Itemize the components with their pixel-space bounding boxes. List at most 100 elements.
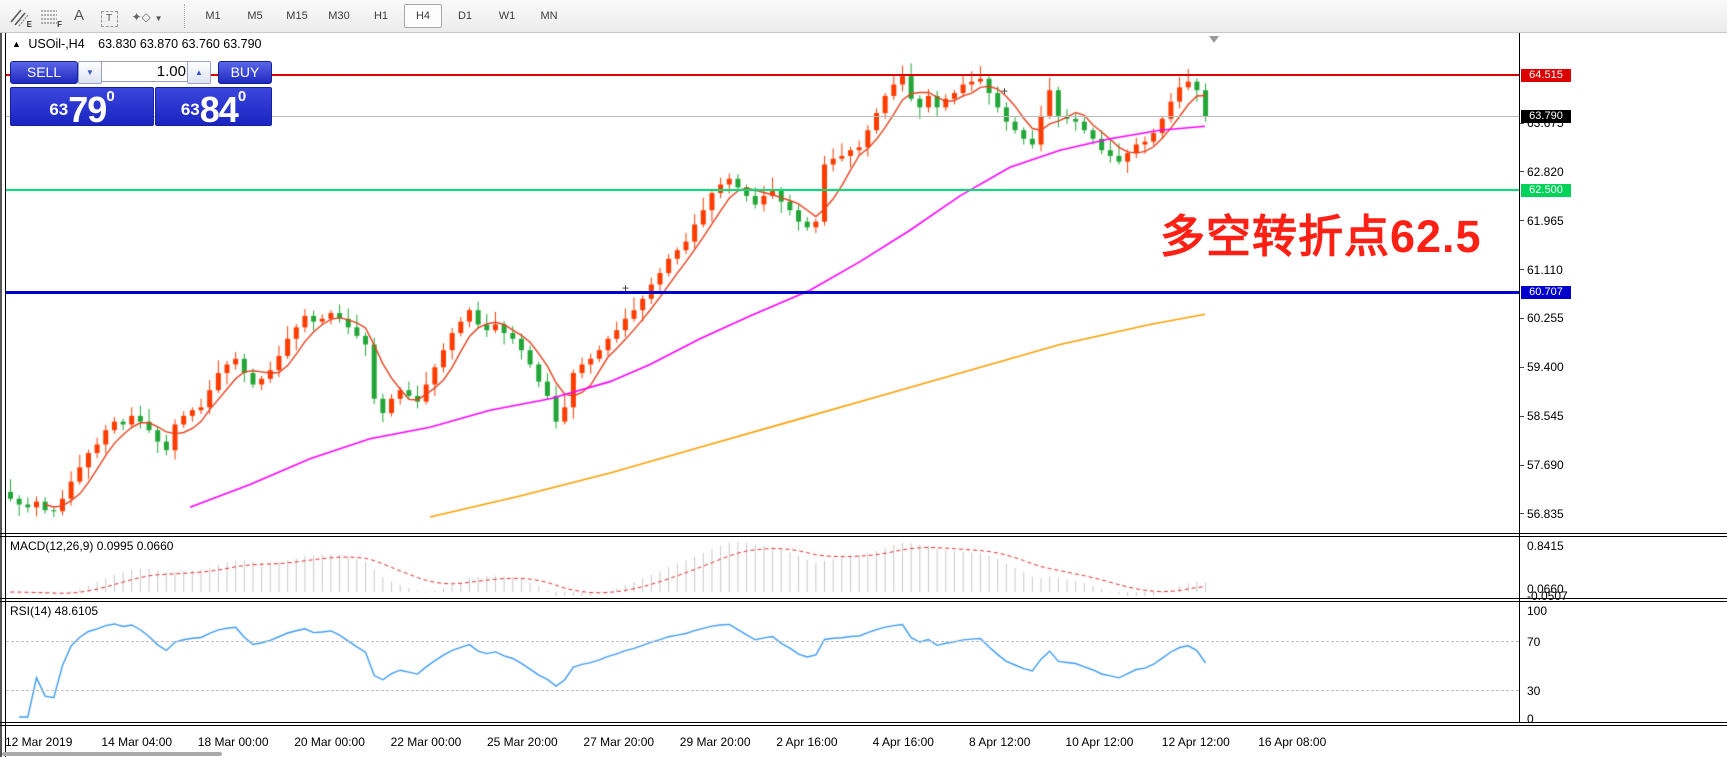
macd-axis-label: 0.8415 xyxy=(1527,539,1564,554)
tool-tag-f: F xyxy=(57,20,62,29)
price-tick-mark xyxy=(1520,366,1524,368)
price-tick-label: 56.835 xyxy=(1527,506,1564,521)
price-tick-label: 60.255 xyxy=(1527,311,1564,326)
arrows-icon[interactable]: ✦◇ ▼ xyxy=(128,4,166,28)
buy-button[interactable]: BUY xyxy=(218,61,272,84)
timeframe-h1[interactable]: H1 xyxy=(373,10,389,22)
sell-price-pip: 0 xyxy=(106,88,115,105)
rsi-axis-label: 70 xyxy=(1527,635,1541,649)
sell-price-big: 79 xyxy=(68,89,107,130)
window-left-edge xyxy=(0,33,2,757)
tool-tag-e: E xyxy=(26,20,32,29)
price-tick-label: 61.965 xyxy=(1527,213,1564,228)
panel-separator xyxy=(0,725,1727,726)
time-tick-label: 18 Mar 00:00 xyxy=(197,735,269,749)
toolbar-separator xyxy=(184,4,185,28)
volume-input[interactable] xyxy=(101,61,193,82)
cross-marker-icon: + xyxy=(622,281,630,295)
macd-canvas xyxy=(6,538,1519,597)
sell-button[interactable]: SELL xyxy=(10,61,78,84)
horizontal-scrollbar-thumb[interactable] xyxy=(2,752,222,756)
timeframe-h4[interactable]: H4 xyxy=(404,4,442,28)
rsi-axis-label: 0 xyxy=(1527,712,1534,726)
macd-axis-label: 0.0660 xyxy=(1527,582,1564,597)
equidistant-channel-icon[interactable]: E xyxy=(6,4,32,29)
timeframe-w1[interactable]: W1 xyxy=(498,10,516,22)
text-label-glyph: T xyxy=(100,11,118,27)
price-tick-mark xyxy=(1520,269,1524,271)
cross-marker-icon: + xyxy=(1001,84,1009,98)
price-tick-mark xyxy=(1520,464,1524,466)
time-tick-label: 27 Mar 20:00 xyxy=(583,735,655,749)
rsi-indicator-title: RSI(14) 48.6105 xyxy=(10,604,99,618)
chart-left-border xyxy=(5,33,6,757)
current-price-line[interactable] xyxy=(6,116,1519,117)
timeframe-d1[interactable]: D1 xyxy=(457,10,473,22)
timeframe-m15[interactable]: M15 xyxy=(286,10,308,22)
support-line[interactable] xyxy=(6,291,1519,295)
resistance-line-badge: 64.515 xyxy=(1521,68,1571,82)
rsi-axis-label: 30 xyxy=(1527,684,1541,698)
rsi-level-line xyxy=(6,690,1519,691)
support-line-badge: 60.707 xyxy=(1521,286,1571,300)
chevron-down-icon: ▼ xyxy=(154,14,163,23)
text-label-icon[interactable]: T xyxy=(96,4,122,28)
resistance-line[interactable] xyxy=(6,74,1519,77)
time-tick-label: 2 Apr 16:00 xyxy=(776,735,838,749)
rsi-axis-label: 100 xyxy=(1527,604,1548,618)
price-axis-border xyxy=(1519,33,1520,723)
timeframe-bar: M1 M5 M15 M30 H1 H4 D1 W1 MN xyxy=(192,3,570,29)
current-price-line-badge: 63.790 xyxy=(1521,110,1571,123)
time-tick-label: 25 Mar 20:00 xyxy=(487,735,558,749)
rsi-canvas xyxy=(6,603,1519,721)
time-tick-label: 10 Apr 12:00 xyxy=(1065,735,1134,749)
time-tick-label: 22 Mar 00:00 xyxy=(390,735,462,749)
fibonacci-icon[interactable]: F xyxy=(36,4,62,29)
time-tick-label: 8 Apr 12:00 xyxy=(969,735,1031,749)
timeframe-m1[interactable]: M1 xyxy=(205,10,221,22)
price-tick-mark xyxy=(1520,220,1524,222)
sell-price-int: 63 xyxy=(49,100,69,119)
toolbar: E F A T ✦◇ ▼ M1 M5 M15 M30 H1 H4 D1 W1 MN xyxy=(0,0,1727,33)
time-tick-label: 16 Apr 08:00 xyxy=(1258,735,1327,749)
text-icon[interactable]: A xyxy=(66,4,92,28)
price-tick-mark xyxy=(1520,513,1524,515)
rsi-level-line xyxy=(6,641,1519,642)
price-tick-mark xyxy=(1520,317,1524,319)
chart-annotation-text: 多空转折点62.5 xyxy=(1160,211,1482,262)
buy-price-panel[interactable]: 63840 xyxy=(155,87,272,130)
time-tick-label: 14 Mar 04:00 xyxy=(101,735,173,749)
buy-price-big: 84 xyxy=(199,89,239,130)
price-tick-label: 57.690 xyxy=(1527,458,1564,473)
macd-axis-label: -0.0507 xyxy=(1527,588,1568,603)
volume-increase-button[interactable]: ▲ xyxy=(187,61,211,84)
volume-decrease-button[interactable]: ▼ xyxy=(78,61,102,84)
price-tick-label: 58.545 xyxy=(1527,409,1564,424)
price-tick-mark xyxy=(1520,171,1524,173)
timeframe-mn[interactable]: MN xyxy=(540,10,558,22)
macd-indicator-title: MACD(12,26,9) 0.0995 0.0660 xyxy=(10,539,174,553)
panel-separator xyxy=(0,722,1727,723)
price-tick-label: 59.400 xyxy=(1527,360,1564,375)
timeframe-m30[interactable]: M30 xyxy=(328,10,350,22)
one-click-trading-panel: SELL ▼ ▲ BUY 63790 63840 xyxy=(10,58,272,130)
time-tick-label: 12 Apr 12:00 xyxy=(1161,735,1230,749)
timeframe-m5[interactable]: M5 xyxy=(247,10,263,22)
pivot-line[interactable] xyxy=(6,189,1519,192)
time-tick-label: 20 Mar 00:00 xyxy=(294,735,365,749)
price-tick-label: 62.820 xyxy=(1527,164,1564,179)
text-icon-glyph: A xyxy=(73,7,84,24)
price-tick-mark xyxy=(1520,122,1524,124)
arrows-glyph: ✦◇ xyxy=(131,10,151,24)
chart-shift-marker-icon[interactable] xyxy=(1209,36,1219,43)
panel-separator[interactable] xyxy=(0,533,1727,534)
time-tick-label: 29 Mar 20:00 xyxy=(679,735,751,749)
panel-separator[interactable] xyxy=(0,536,1727,537)
panel-separator[interactable] xyxy=(0,598,1727,599)
panel-separator[interactable] xyxy=(0,601,1727,602)
sell-price-panel[interactable]: 63790 xyxy=(10,87,154,130)
price-tick-mark xyxy=(1520,415,1524,417)
buy-price-int: 63 xyxy=(180,100,200,119)
time-tick-label: 4 Apr 16:00 xyxy=(872,735,934,749)
